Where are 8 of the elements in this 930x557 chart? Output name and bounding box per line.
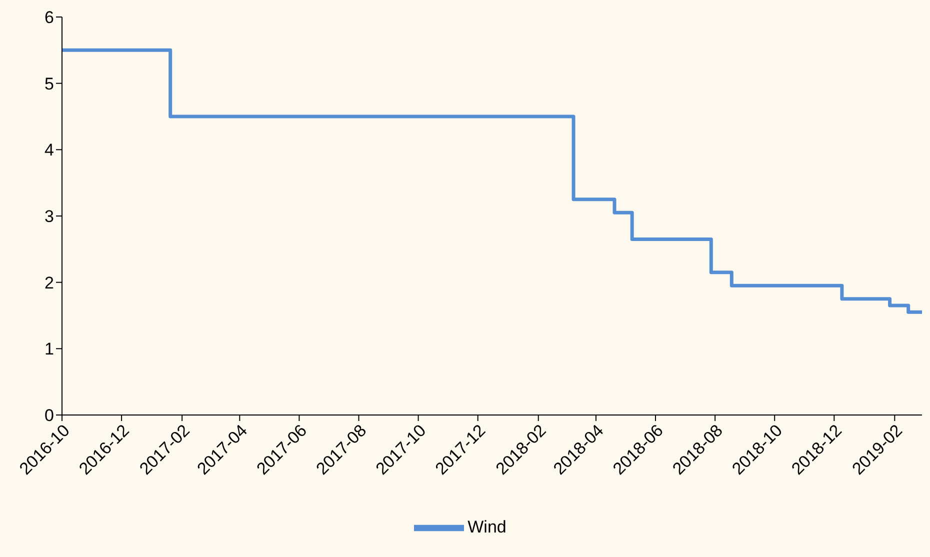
y-tick-label: 2 — [44, 273, 54, 292]
y-tick-label: 5 — [44, 74, 54, 94]
y-tick-label: 3 — [44, 207, 54, 226]
y-tick-label: 6 — [44, 8, 54, 28]
legend-label: Wind — [468, 517, 506, 536]
y-tick-label: 0 — [44, 406, 54, 426]
y-tick-label: 1 — [44, 340, 54, 359]
y-tick-label: 4 — [44, 140, 54, 160]
